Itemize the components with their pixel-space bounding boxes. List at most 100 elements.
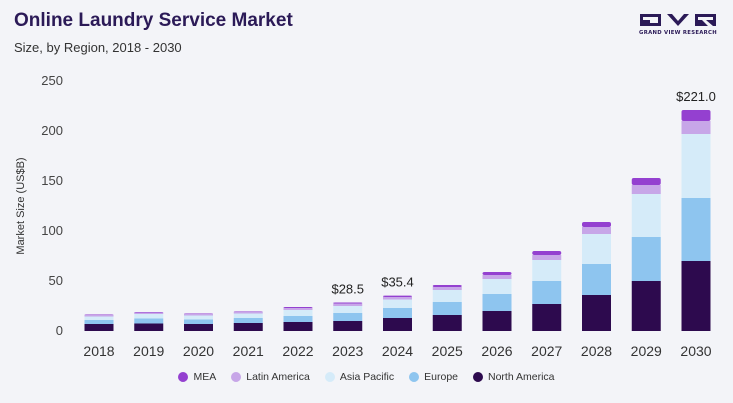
- bar-segment: [383, 299, 412, 308]
- bar-stack: [482, 272, 512, 331]
- bar-segment: [432, 315, 462, 331]
- bar-stack: [681, 110, 711, 331]
- bar-segment: [582, 222, 611, 227]
- bar-segment: [184, 315, 213, 320]
- x-tick-label: 2029: [631, 343, 662, 359]
- bar-segment: [233, 311, 263, 312]
- bar-segment: [134, 312, 164, 314]
- legend-label: North America: [488, 371, 555, 383]
- x-tick-label: 2018: [83, 343, 114, 359]
- bar-segment: [482, 311, 512, 331]
- bar-segment: [532, 251, 562, 255]
- x-tick-label: 2020: [183, 343, 214, 359]
- bar-segment: [432, 302, 462, 315]
- bar-segment: [383, 318, 412, 331]
- bar-segment: [681, 261, 711, 331]
- bar-stack: [383, 295, 412, 331]
- bar-segment: [582, 234, 611, 264]
- bar-segment: [283, 322, 313, 331]
- grand-view-research-logo: GRAND VIEW RESEARCH: [634, 13, 722, 43]
- legend-item: Latin America: [231, 371, 310, 383]
- legend-swatch: [409, 372, 420, 382]
- y-tick-label: 150: [41, 173, 63, 188]
- bar-segment: [432, 290, 462, 302]
- legend-label: MEA: [193, 371, 217, 383]
- legend-label: Latin America: [246, 371, 310, 383]
- bar-segment: [631, 178, 661, 185]
- bar-segment: [134, 314, 164, 319]
- bar-segment: [631, 281, 661, 331]
- bar-stack: [631, 178, 661, 331]
- bar-segment: [134, 312, 164, 313]
- bar-segment: [333, 303, 363, 306]
- bar-segment: [681, 110, 711, 121]
- bar-segment: [233, 318, 263, 323]
- bar-stack: [283, 307, 313, 331]
- bar-segment: [134, 323, 164, 331]
- chart-title: Online Laundry Service Market: [14, 10, 293, 31]
- bar-stack: [582, 222, 611, 331]
- x-tick-label: 2027: [531, 343, 562, 359]
- logo-text: GRAND VIEW RESEARCH: [639, 30, 717, 36]
- legend-swatch: [473, 372, 483, 382]
- bar-stack: [333, 302, 363, 331]
- total-value-label: $28.5: [331, 282, 364, 297]
- bar-segment: [532, 260, 562, 281]
- bar-segment: [283, 307, 313, 308]
- bar-stack: [84, 314, 114, 331]
- bar-segment: [631, 185, 661, 194]
- bar-segment: [432, 287, 462, 290]
- legend-label: Europe: [424, 371, 458, 383]
- bar-segment: [233, 312, 263, 314]
- x-tick-label: 2019: [133, 343, 164, 359]
- bar-segment: [333, 306, 363, 313]
- bar-segment: [383, 297, 412, 300]
- legend-item: North America: [473, 371, 555, 383]
- legend-swatch: [231, 372, 242, 382]
- legend-item: Europe: [409, 371, 458, 383]
- y-tick-label: 200: [41, 123, 63, 138]
- bar-segment: [532, 255, 562, 260]
- bar-segment: [84, 315, 114, 317]
- x-tick-label: 2028: [581, 343, 612, 359]
- y-tick-label: 0: [56, 323, 63, 338]
- x-tick-label: 2030: [680, 343, 711, 359]
- legend-item: Asia Pacific: [324, 371, 395, 383]
- bar-segment: [184, 313, 213, 314]
- bar-segment: [283, 308, 313, 310]
- y-axis-label: Market Size (US$B): [15, 157, 27, 254]
- legend-label: Asia Pacific: [339, 371, 395, 383]
- bar-segment: [482, 272, 512, 275]
- bar-segment: [383, 295, 412, 297]
- bar-segment: [681, 134, 711, 198]
- legend-swatch: [324, 372, 335, 382]
- bar-segment: [482, 275, 512, 279]
- bar-stack: [532, 251, 562, 331]
- bar-segment: [184, 314, 213, 316]
- x-tick-label: 2023: [332, 343, 363, 359]
- bar-segment: [184, 324, 213, 331]
- bar-segment: [532, 281, 562, 304]
- bar-segment: [383, 308, 412, 318]
- bar-stack: [432, 285, 462, 331]
- chart-subtitle: Size, by Region, 2018 - 2030: [14, 40, 182, 55]
- x-tick-label: 2022: [282, 343, 313, 359]
- bar-segment: [84, 316, 114, 320]
- y-tick-label: 50: [49, 273, 63, 288]
- bar-segment: [84, 320, 114, 324]
- bar-segment: [482, 294, 512, 311]
- bar-segment: [283, 310, 313, 316]
- bar-segment: [631, 194, 661, 237]
- bar-stack: [184, 313, 213, 331]
- bar-segment: [582, 295, 611, 331]
- y-tick-label: 100: [41, 223, 63, 238]
- x-tick-label: 2024: [382, 343, 413, 359]
- y-tick-label: 250: [41, 73, 63, 88]
- legend-swatch: [178, 372, 189, 382]
- gvr-logo-mark-icon: [640, 14, 716, 26]
- bar-segment: [631, 237, 661, 281]
- bar-segment: [233, 313, 263, 318]
- bar-segment: [333, 313, 363, 321]
- bar-segment: [681, 121, 711, 134]
